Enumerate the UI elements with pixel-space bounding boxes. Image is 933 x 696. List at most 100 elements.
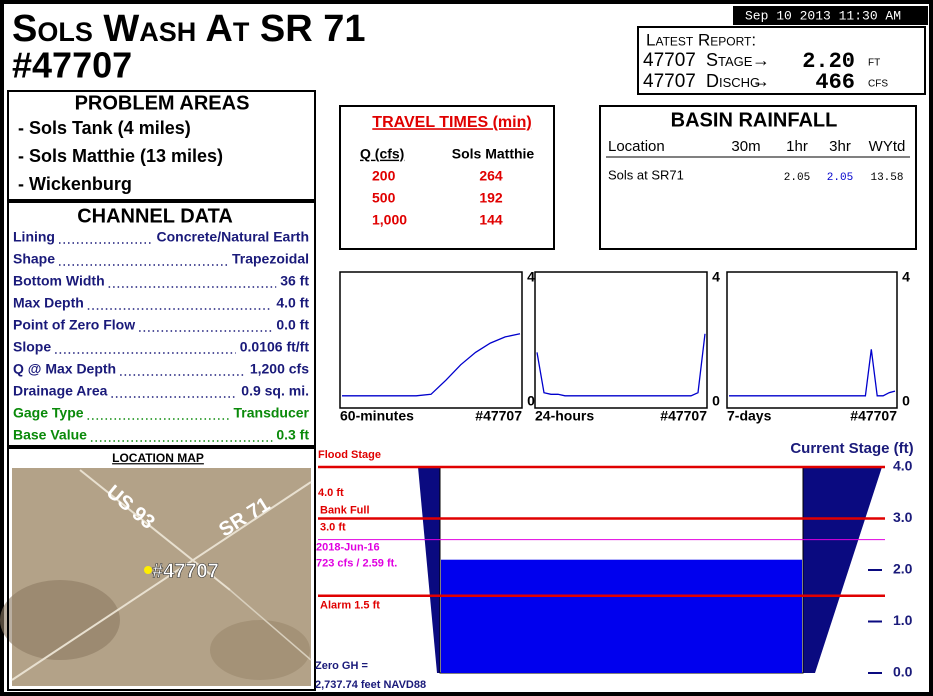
problem-item: - Wickenburg [18, 174, 132, 194]
zero-gh: Zero GH = [315, 660, 368, 672]
problem-title: PROBLEM AREAS [75, 92, 250, 114]
sparkline-line [729, 349, 896, 397]
travel-col: Q (cfs) [360, 146, 404, 162]
rain-value: 2.05 [784, 172, 810, 184]
sparkline-line [342, 333, 521, 397]
zero-gh: 2,737.74 feet NAVD88 [315, 679, 426, 691]
map-box [7, 447, 316, 691]
travel-q: 1,000 [372, 212, 407, 228]
travel-box [339, 105, 555, 250]
travel-q: 500 [372, 190, 396, 206]
sparkline-line [536, 333, 706, 397]
channel-label: Point of Zero Flow [13, 317, 135, 333]
report-label: Dischg [706, 71, 760, 91]
rain-value: 2.05 [827, 172, 853, 184]
sparkline-label: 24-hours [535, 408, 594, 424]
sparkline-station: #47707 [660, 408, 707, 424]
sparkline-tick-label: 0 [902, 393, 910, 409]
travel-time: 192 [479, 190, 503, 206]
sparkline-tick-label: 4 [902, 269, 910, 285]
station-id: #47707 [12, 45, 132, 86]
map-hills [210, 620, 310, 680]
report-title: Latest Report: [646, 30, 756, 49]
map-road [79, 469, 231, 591]
threshold-note: 723 cfs / 2.59 ft. [316, 558, 397, 570]
title: Sols Wash At SR 71 [12, 8, 366, 50]
report-value: 2.20 [802, 49, 855, 74]
channel-value: 1,200 cfs [250, 361, 309, 377]
map-hills [0, 580, 120, 660]
travel-time: 144 [479, 212, 503, 228]
channel-value: 0.0106 ft/ft [240, 339, 310, 355]
map-road [229, 589, 312, 661]
channel-label: Max Depth [13, 295, 84, 311]
gauge-tick-label: 2.0 [893, 561, 913, 577]
rain-col: WYtd [869, 138, 906, 155]
sparkline-box [534, 271, 708, 409]
sparkline-tick-label: 4 [712, 269, 720, 285]
channel-label: Base Value [13, 427, 87, 443]
rain-col: Location [608, 138, 665, 155]
threshold-label: 2018-Jun-16 [316, 542, 380, 554]
map-gauge-label: #47707 [152, 560, 219, 582]
sparkline-box [339, 271, 523, 409]
threshold-label: Bank Full [320, 504, 370, 516]
report-box [637, 26, 926, 95]
timestamp: Sep 10 2013 11:30 AM [745, 8, 901, 23]
channel-value: 4.0 ft [276, 295, 309, 311]
report-arrow: → [752, 50, 770, 70]
timestamp-bg [733, 6, 928, 25]
channel-label: Q @ Max Depth [13, 361, 116, 377]
gauge-tick-label: 3.0 [893, 509, 913, 525]
sparkline-box [726, 271, 898, 409]
gauge-tick-label: 1.0 [893, 612, 913, 628]
channel-value: 0.9 sq. mi. [241, 383, 309, 399]
channel-label: Gage Type [13, 405, 84, 421]
report-value: 466 [815, 70, 855, 95]
rain-box [599, 105, 917, 250]
channel-value: 0.3 ft [276, 427, 309, 443]
gauge-tick-label: 4.0 [893, 458, 913, 474]
travel-time: 264 [479, 168, 503, 184]
channel-label: Shape [13, 251, 55, 267]
rain-col: 3hr [829, 138, 851, 155]
sparkline-tick-label: 4 [527, 269, 535, 285]
travel-col: Sols Matthie [452, 146, 535, 162]
sparkline-station: #47707 [475, 408, 522, 424]
rain-title: BASIN RAINFALL [671, 109, 838, 131]
channel-value: Concrete/Natural Earth [157, 229, 309, 245]
rain-col: 30m [731, 138, 760, 155]
threshold-note: 3.0 ft [320, 521, 346, 533]
problem-box [7, 90, 316, 201]
report-label: Stage [706, 50, 753, 70]
channel-value: Transducer [234, 405, 310, 421]
report-unit: CFS [868, 79, 888, 90]
sparkline-tick-label: 0 [527, 393, 535, 409]
channel-label: Lining [13, 229, 55, 245]
threshold-label: Flood Stage [318, 449, 381, 461]
map-road [11, 481, 312, 681]
travel-title: TRAVEL TIMES (min) [372, 114, 531, 131]
gauge-dot [144, 566, 152, 574]
travel-q: 200 [372, 168, 396, 184]
report-id: 47707 [643, 71, 696, 92]
channel-label: Bottom Width [13, 273, 105, 289]
rain-location: Sols at SR71 [608, 167, 684, 182]
threshold-label: Alarm 1.5 ft [320, 600, 380, 612]
channel-value: 0.0 ft [276, 317, 309, 333]
report-unit: FT [868, 58, 880, 69]
sparkline-label: 7-days [727, 408, 772, 424]
report-arrow: → [752, 71, 770, 91]
map-title: LOCATION MAP [112, 451, 204, 465]
gauge-tick-label: 0.0 [893, 664, 913, 680]
sparkline-label: 60-minutes [340, 408, 414, 424]
threshold-note: 4.0 ft [318, 487, 344, 499]
location-map-image [0, 468, 312, 686]
sparkline-station: #47707 [850, 408, 897, 424]
gauge-title: Current Stage (ft) [790, 440, 913, 457]
channel-value: Trapezoidal [232, 251, 309, 267]
channel-label: Drainage Area [13, 383, 108, 399]
sparkline-tick-label: 0 [712, 393, 720, 409]
rain-value: 13.58 [870, 172, 903, 184]
